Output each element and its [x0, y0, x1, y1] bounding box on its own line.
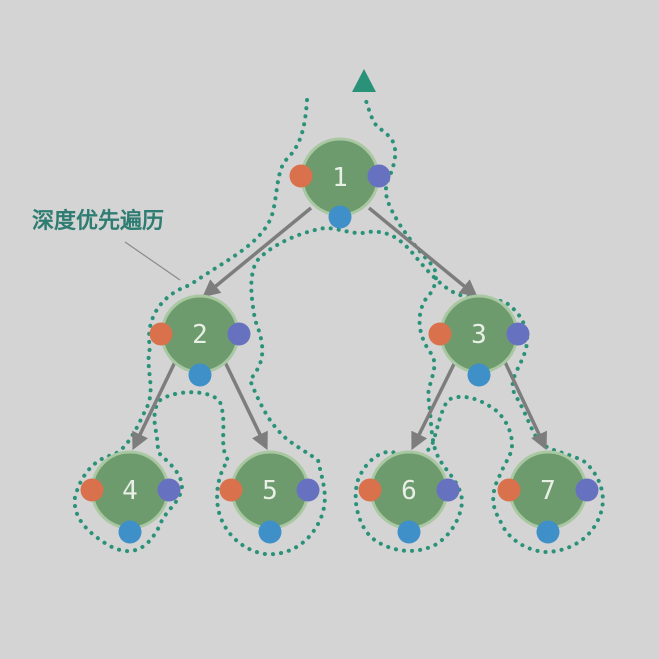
tree-node-1: 1	[289, 137, 391, 229]
label-leader-line	[124, 241, 181, 281]
postorder-dot	[506, 322, 530, 346]
edge-2-4	[132, 361, 177, 451]
diagram-label: 深度优先遍历	[32, 208, 164, 234]
tree-node-2: 2	[149, 294, 251, 387]
preorder-dot	[497, 478, 521, 502]
postorder-dot	[227, 322, 251, 346]
path-end-arrow-icon	[352, 69, 376, 92]
node-label-5: 5	[262, 476, 278, 506]
node-label-1: 1	[332, 163, 348, 193]
edge-3-6	[411, 361, 457, 451]
node-label-4: 4	[122, 476, 138, 506]
postorder-dot	[367, 164, 391, 188]
tree-node-5: 5	[219, 450, 320, 544]
postorder-dot	[575, 478, 599, 502]
preorder-dot	[149, 322, 173, 346]
tree-node-4: 4	[80, 450, 181, 544]
preorder-dot	[358, 478, 382, 502]
edge-1-2	[202, 206, 313, 298]
tree-node-7: 7	[497, 450, 599, 544]
postorder-dot	[436, 478, 460, 502]
inorder-dot	[258, 520, 282, 544]
tree-node-3: 3	[428, 294, 530, 387]
postorder-dot	[296, 478, 320, 502]
edge-3-7	[503, 361, 547, 451]
edge-2-5	[223, 361, 268, 451]
postorder-dot	[157, 478, 181, 502]
inorder-dot	[118, 520, 142, 544]
edge-1-3	[367, 206, 478, 298]
node-label-3: 3	[471, 320, 487, 350]
preorder-dot	[289, 164, 313, 188]
inorder-dot	[536, 520, 560, 544]
preorder-dot	[428, 322, 452, 346]
node-label-2: 2	[192, 320, 208, 350]
preorder-dot	[80, 478, 104, 502]
inorder-dot	[467, 363, 491, 387]
node-label-6: 6	[401, 476, 417, 506]
inorder-dot	[188, 363, 212, 387]
node-label-7: 7	[540, 476, 556, 506]
inorder-dot	[397, 520, 421, 544]
tree-node-6: 6	[358, 450, 460, 544]
inorder-dot	[328, 205, 352, 229]
preorder-dot	[219, 478, 243, 502]
